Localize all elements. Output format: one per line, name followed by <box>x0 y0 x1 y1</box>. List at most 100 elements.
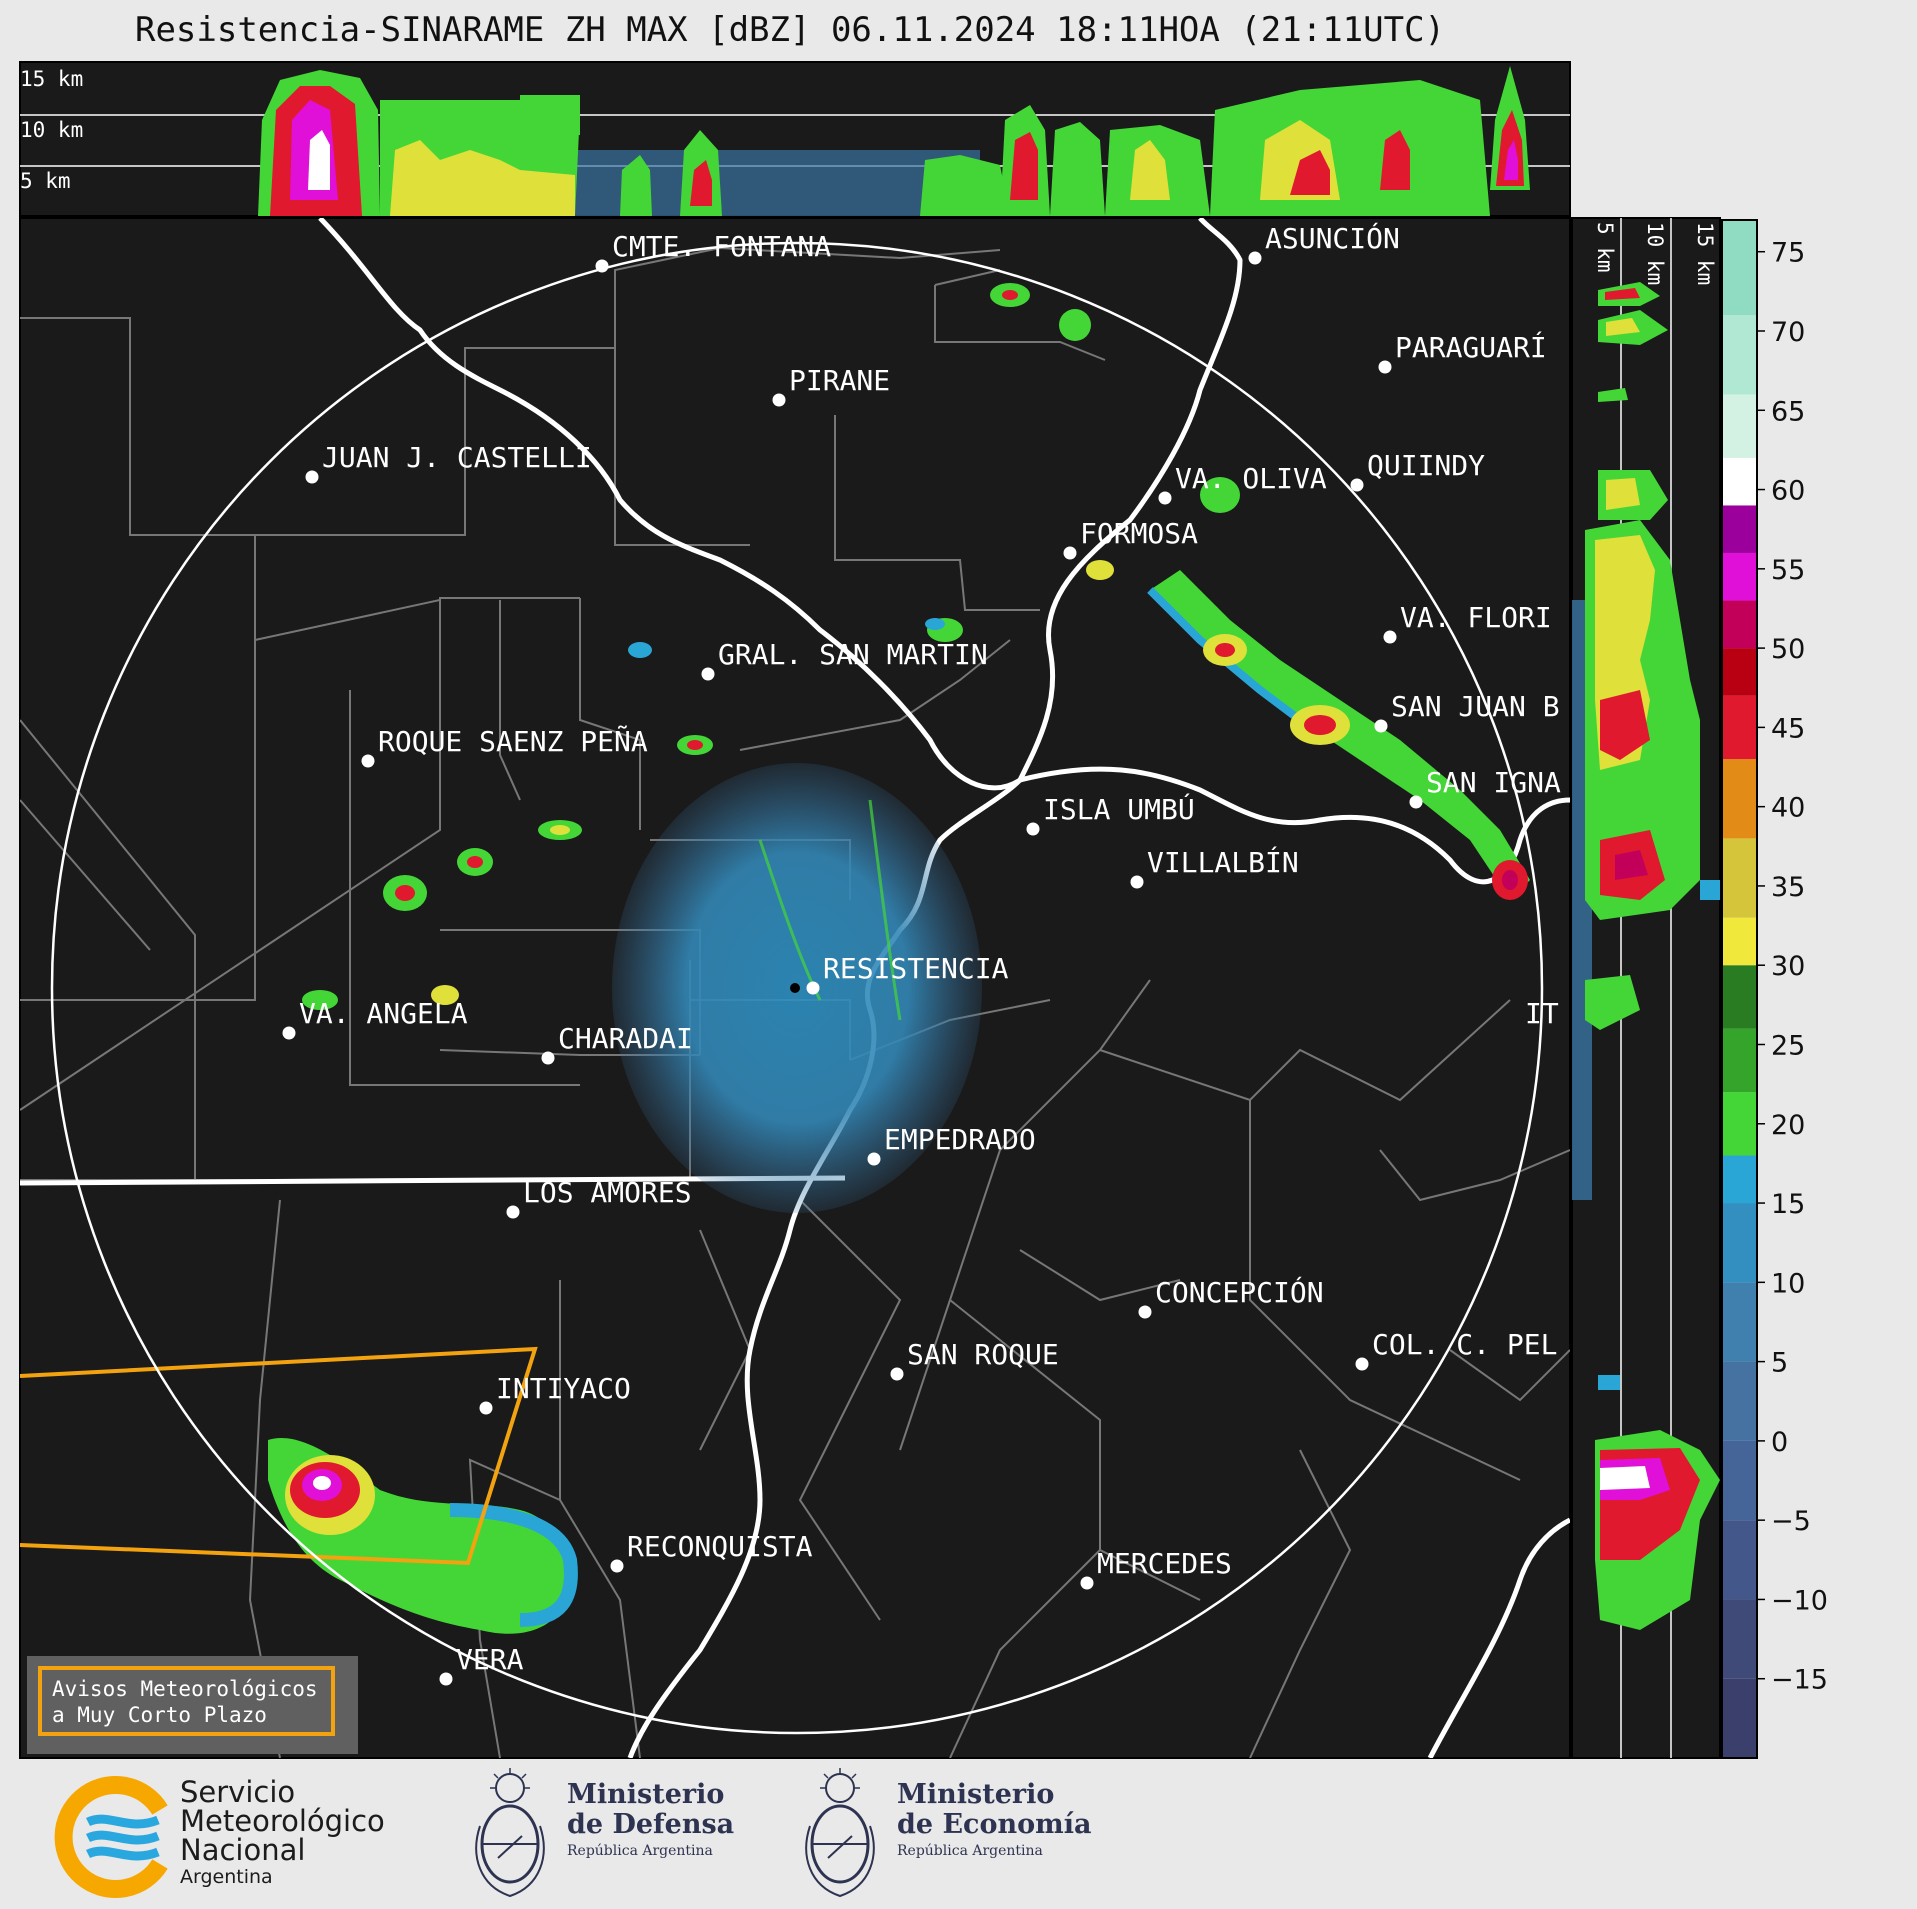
colorbar-tick-label: 10 <box>1771 1268 1805 1299</box>
top-alt-label-15km: 15 km <box>20 67 83 91</box>
colorbar-band-16 <box>1722 600 1757 649</box>
colorbar-band-7 <box>1722 1155 1757 1204</box>
top-cross-section-panel: 15 km 10 km 5 km <box>19 61 1571 217</box>
colorbar-tick-label: −10 <box>1771 1585 1828 1616</box>
city-label: VA. OLIVA <box>1175 462 1327 495</box>
colorbar-band-18 <box>1722 505 1757 553</box>
colorbar-tick-label: 30 <box>1771 951 1805 982</box>
city-label: ROQUE SAENZ PEÑA <box>378 724 648 758</box>
colorbar-tick-label: 45 <box>1771 713 1805 744</box>
economia-logo-text: Ministerio de Economía República Argenti… <box>897 1780 1091 1862</box>
defensa-line-1: Ministerio <box>567 1779 725 1810</box>
smn-logo-icon <box>54 1776 168 1898</box>
smn-line-2: Meteorológico <box>180 1804 385 1838</box>
colorbar-tick-label: 35 <box>1771 872 1805 903</box>
city-label: FORMOSA <box>1080 517 1198 550</box>
colorbar-band-20 <box>1722 394 1757 458</box>
argentina-coat-of-arms-icon-defensa <box>475 1768 545 1898</box>
economia-line-1: Ministerio <box>897 1779 1055 1810</box>
city-label: CONCEPCIÓN <box>1155 1275 1324 1309</box>
colorbar-band-4 <box>1722 1361 1757 1441</box>
city-label: JUAN J. CASTELLI <box>322 441 592 474</box>
defensa-line-3: República Argentina <box>567 1843 713 1859</box>
colorbar-band-0 <box>1722 1678 1757 1758</box>
city-label: SAN JUAN B <box>1391 690 1560 723</box>
city-label: COL. C. PEL <box>1372 1328 1557 1361</box>
colorbar-tick-label: 50 <box>1771 634 1805 665</box>
economia-line-2: de Economía <box>897 1809 1092 1840</box>
colorbar-bands <box>1722 220 1757 1758</box>
city-label: MERCEDES <box>1097 1547 1232 1580</box>
colorbar-band-9 <box>1722 1028 1757 1093</box>
colorbar-band-11 <box>1722 917 1757 966</box>
city-label: CHARADAI <box>558 1022 693 1055</box>
city-label: PARAGUARÍ <box>1395 330 1547 364</box>
colorbar-tick-label: 5 <box>1771 1348 1788 1379</box>
side-alt-label-10km: 10 km <box>1643 222 1667 285</box>
colorbar-tick-label: −5 <box>1771 1506 1811 1537</box>
colorbar-tick-label: 70 <box>1771 317 1805 348</box>
radar-range-ring <box>50 241 1544 1735</box>
colorbar-tick-label: 0 <box>1771 1427 1788 1458</box>
colorbar-band-19 <box>1722 457 1757 506</box>
colorbar-band-3 <box>1722 1440 1757 1521</box>
smn-line-3: Nacional <box>180 1833 306 1867</box>
top-echo-profile <box>258 66 1530 216</box>
city-label: VA. ANGELA <box>299 997 468 1030</box>
warning-polygon <box>20 1346 538 1566</box>
colorbar-band-12 <box>1722 838 1757 918</box>
colorbar-band-21 <box>1722 315 1757 395</box>
side-echo-profile <box>1572 282 1720 1630</box>
colorbar-band-6 <box>1722 1203 1757 1283</box>
colorbar-band-5 <box>1722 1282 1757 1362</box>
colorbar-tick-label: 15 <box>1771 1189 1805 1220</box>
city-label: EMPEDRADO <box>884 1123 1036 1156</box>
city-label: VERA <box>456 1643 524 1676</box>
side-cross-section-panel: 5 km 10 km 15 km <box>1571 217 1721 1759</box>
city-label: PIRANE <box>789 364 890 397</box>
footer-logos: Servicio Meteorológico Nacional Argentin… <box>0 1760 1917 1909</box>
colorbar-tick-label: −15 <box>1771 1665 1828 1696</box>
warning-legend-inner: Avisos Meteorológicos a Muy Corto Plazo <box>38 1666 335 1736</box>
city-label: IT <box>1525 997 1559 1030</box>
city-label: RECONQUISTA <box>627 1530 813 1563</box>
warning-line-2: a Muy Corto Plazo <box>52 1703 267 1727</box>
warning-line-1: Avisos Meteorológicos <box>52 1677 318 1701</box>
colorbar-band-1 <box>1722 1599 1757 1679</box>
colorbar-band-8 <box>1722 1092 1757 1156</box>
colorbar-tick-label: 20 <box>1771 1110 1805 1141</box>
chart-title: Resistencia-SINARAME ZH MAX [dBZ] 06.11.… <box>134 10 1446 50</box>
city-markers: CMTE. FONTANA PIRANE JUAN J. CASTELLI AS… <box>282 221 1561 1686</box>
smn-line-1: Servicio <box>180 1775 296 1809</box>
colorbar-band-10 <box>1722 965 1757 1029</box>
top-alt-label-5km: 5 km <box>20 169 71 193</box>
side-alt-label-15km: 15 km <box>1693 222 1717 285</box>
radar-map: CMTE. FONTANA PIRANE JUAN J. CASTELLI AS… <box>19 217 1571 1759</box>
economia-line-3: República Argentina <box>897 1843 1043 1859</box>
side-alt-label-5km: 5 km <box>1593 222 1617 273</box>
colorbar-tick-label: 60 <box>1771 476 1805 507</box>
colorbar-tick-label: 75 <box>1771 238 1805 269</box>
defensa-logo-text: Ministerio de Defensa República Argentin… <box>567 1780 734 1862</box>
city-label: SAN ROQUE <box>907 1338 1059 1371</box>
colorbar-tick-label: 65 <box>1771 396 1805 427</box>
colorbar-band-15 <box>1722 648 1757 696</box>
radar-site-marker <box>790 983 800 993</box>
city-label: VILLALBÍN <box>1147 845 1299 879</box>
city-label: SAN IGNA <box>1426 766 1561 799</box>
colorbar-band-22 <box>1722 220 1757 316</box>
colorbar-band-2 <box>1722 1520 1757 1600</box>
colorbar-tick-label: 55 <box>1771 555 1805 586</box>
colorbar-band-13 <box>1722 759 1757 839</box>
city-label: CMTE. FONTANA <box>612 230 831 263</box>
colorbar-tick-label: 40 <box>1771 793 1805 824</box>
city-label: VA. FLORI <box>1400 601 1552 634</box>
argentina-coat-of-arms-icon-economia <box>805 1768 875 1898</box>
colorbar-band-14 <box>1722 695 1757 760</box>
city-label: RESISTENCIA <box>823 952 1009 985</box>
city-label: QUIINDY <box>1367 449 1485 482</box>
city-label: INTIYACO <box>496 1372 631 1405</box>
